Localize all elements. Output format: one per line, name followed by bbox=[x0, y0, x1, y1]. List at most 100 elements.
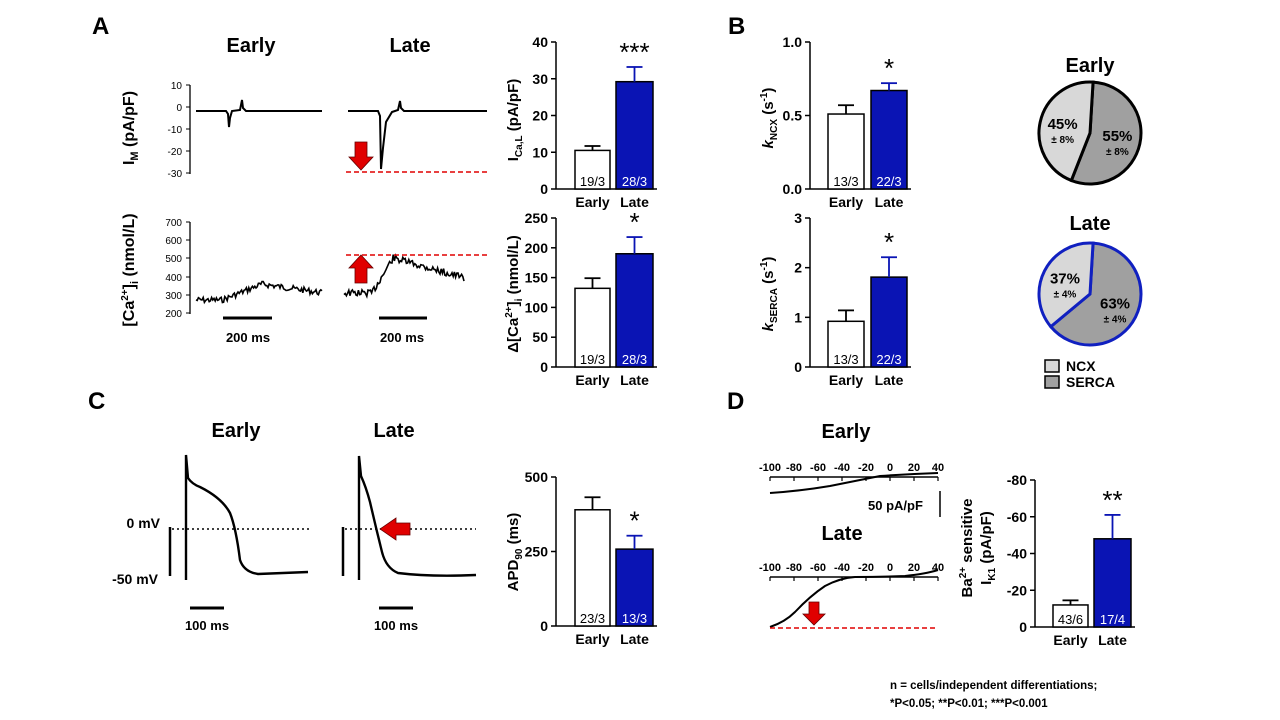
dca-bar-late bbox=[615, 253, 654, 368]
pie_early-slice-serca bbox=[1069, 80, 1143, 186]
pie_early-title: Early bbox=[1066, 55, 1116, 77]
a-late-current-trace bbox=[348, 100, 487, 170]
dca-n-label: 28/3 bbox=[622, 352, 647, 367]
kncx-bar-late bbox=[870, 89, 908, 190]
d-late-iv-trace bbox=[769, 569, 939, 628]
kserca-n-label: 13/3 bbox=[833, 352, 858, 367]
ik1-y-tick-label: -40 bbox=[1007, 546, 1027, 562]
a-current-tick: 0 bbox=[176, 103, 182, 114]
panel-label-d: D bbox=[727, 388, 744, 415]
d-voltage-tick-label: -20 bbox=[858, 462, 874, 474]
kserca-y-tick-label: 1 bbox=[794, 309, 802, 325]
dca-bar-early bbox=[574, 287, 611, 368]
pie_early-serca-sd: ± 8% bbox=[1106, 147, 1129, 158]
pie_early-ncx-percent: 45% bbox=[1048, 116, 1078, 133]
d-voltage-tick-label: 40 bbox=[932, 462, 944, 474]
kserca-chart: 0 1 2 3 13/3 Early 22/3 Late * bbox=[794, 210, 911, 388]
ical-y-tick-label: 30 bbox=[532, 71, 548, 87]
kncx-chart: 0.0 0.5 1.0 13/3 Early 22/3 Late * bbox=[783, 34, 911, 210]
ik1-y-tick-label: -80 bbox=[1007, 472, 1027, 488]
ik1-x-tick-label: Late bbox=[1098, 632, 1127, 648]
a-current-tick: -20 bbox=[168, 147, 183, 158]
ik1-bar-late bbox=[1093, 538, 1132, 628]
a-calcium-tick: 500 bbox=[165, 254, 182, 265]
a-current-tick: 10 bbox=[171, 81, 183, 92]
ical-y-tick-label: 10 bbox=[532, 144, 548, 160]
d-voltage-tick-label: -60 bbox=[810, 562, 826, 574]
legend-ncx-label: NCX bbox=[1066, 358, 1096, 374]
c-early-title: Early bbox=[212, 420, 262, 442]
d-late-title: Late bbox=[821, 523, 862, 545]
footnote-line1: n = cells/independent differentiations; bbox=[890, 680, 1097, 692]
ik1-n-label: 17/4 bbox=[1100, 612, 1125, 627]
kserca-x-tick-label: Late bbox=[875, 372, 904, 388]
d-early-voltage-axis: -100 -80 -60 -40 -20 0 20 40 bbox=[759, 462, 944, 481]
a-late-calcium-trace bbox=[343, 253, 465, 299]
a-early-current-trace bbox=[196, 99, 322, 128]
a-calcium-tick: 700 bbox=[165, 218, 182, 229]
ical-y-tick-label: 40 bbox=[532, 34, 548, 50]
ical-n-label: 28/3 bbox=[622, 174, 647, 189]
kncx-n-label: 22/3 bbox=[876, 174, 901, 189]
kncx-x-tick-label: Early bbox=[829, 194, 863, 210]
pie_early-serca-percent: 55% bbox=[1102, 128, 1132, 145]
a-calcium-tick: 300 bbox=[165, 291, 182, 302]
d-voltage-tick-label: -80 bbox=[786, 462, 802, 474]
apd-y-tick-label: 500 bbox=[525, 469, 549, 485]
a-current-ylabel: IM (pA/pF) bbox=[121, 91, 141, 165]
c-scale-label-early: 100 ms bbox=[185, 618, 229, 633]
apd-bar-late bbox=[615, 548, 654, 627]
pie_late-serca-sd: ± 4% bbox=[1104, 315, 1127, 326]
d-voltage-tick-label: 0 bbox=[887, 562, 893, 574]
ik1-ylabel-line2: IK1 (pA/pF) bbox=[978, 511, 998, 585]
a-current-axis: 10 0 -10 -20 -30 bbox=[168, 81, 191, 180]
apd-n-label: 13/3 bbox=[622, 611, 647, 626]
pie_late-slice-serca bbox=[1048, 241, 1143, 347]
c-early-ap-trace bbox=[184, 454, 309, 580]
d-late-voltage-axis: -100 -80 -60 -40 -20 0 20 40 bbox=[759, 562, 944, 581]
apd-significance: * bbox=[629, 506, 639, 536]
kserca-ylabel: kSERCA (s-1) bbox=[759, 257, 780, 332]
dca-chart: 0 50 100 150 200 250 19/3 Early 28/3 Late * bbox=[525, 207, 657, 388]
c-late-ap-trace bbox=[357, 455, 477, 580]
ik1-y-tick-label: -20 bbox=[1007, 582, 1027, 598]
dca-y-tick-label: 0 bbox=[540, 359, 548, 375]
kncx-y-tick-label: 0.0 bbox=[783, 181, 803, 197]
footnote-line2: *P<0.05; **P<0.01; ***P<0.001 bbox=[890, 698, 1048, 710]
ik1-n-label: 43/6 bbox=[1058, 612, 1083, 627]
apd-bar-early bbox=[574, 509, 611, 627]
panel-label-b: B bbox=[728, 13, 745, 40]
ical-significance: *** bbox=[619, 37, 649, 67]
d-early-iv-trace bbox=[769, 472, 939, 494]
a-calcium-tick: 600 bbox=[165, 236, 182, 247]
d-red-down-arrow bbox=[802, 601, 826, 626]
pie_late-ncx-percent: 37% bbox=[1050, 270, 1080, 287]
a-red-down-arrow bbox=[348, 141, 374, 171]
ik1-y-tick-label: 0 bbox=[1019, 619, 1027, 635]
apd-ylabel: APD90 (ms) bbox=[505, 513, 525, 592]
d-voltage-tick-label: -100 bbox=[759, 462, 781, 474]
d-voltage-tick-label: -40 bbox=[834, 462, 850, 474]
dca-ylabel: Δ[Ca2+]i (nmol/L) bbox=[504, 235, 525, 352]
apd-chart: 0 250 500 23/3 Early 13/3 Late * bbox=[525, 469, 657, 647]
a-current-tick: -30 bbox=[168, 169, 183, 180]
pie_late: Late 63% ± 4% 37% ± 4% bbox=[1037, 213, 1143, 347]
ical-chart: 0 10 20 30 40 19/3 Early 28/3 Late *** bbox=[532, 34, 657, 210]
ical-bar-late bbox=[615, 80, 654, 190]
a-calcium-tick: 200 bbox=[165, 309, 182, 320]
dca-significance: * bbox=[629, 207, 639, 237]
a-red-up-arrow bbox=[348, 254, 374, 284]
pie_late-serca-percent: 63% bbox=[1100, 296, 1130, 313]
apd-x-tick-label: Early bbox=[575, 631, 609, 647]
d-scale-label: 50 pA/pF bbox=[868, 498, 923, 513]
pie_late-slice-ncx bbox=[1037, 241, 1095, 329]
ical-y-tick-label: 20 bbox=[532, 108, 548, 124]
dca-y-tick-label: 200 bbox=[525, 240, 549, 256]
pie_early-ncx-sd: ± 8% bbox=[1051, 135, 1074, 146]
c-late-title: Late bbox=[373, 420, 414, 442]
bar-charts: 01020304019/3Early28/3Late***05010015020… bbox=[525, 34, 1135, 648]
d-voltage-tick-label: 0 bbox=[887, 462, 893, 474]
apd-y-tick-label: 250 bbox=[525, 544, 549, 560]
dca-y-tick-label: 150 bbox=[525, 270, 549, 286]
a-calcium-axis: 700 600 500 400 300 200 bbox=[165, 218, 191, 320]
